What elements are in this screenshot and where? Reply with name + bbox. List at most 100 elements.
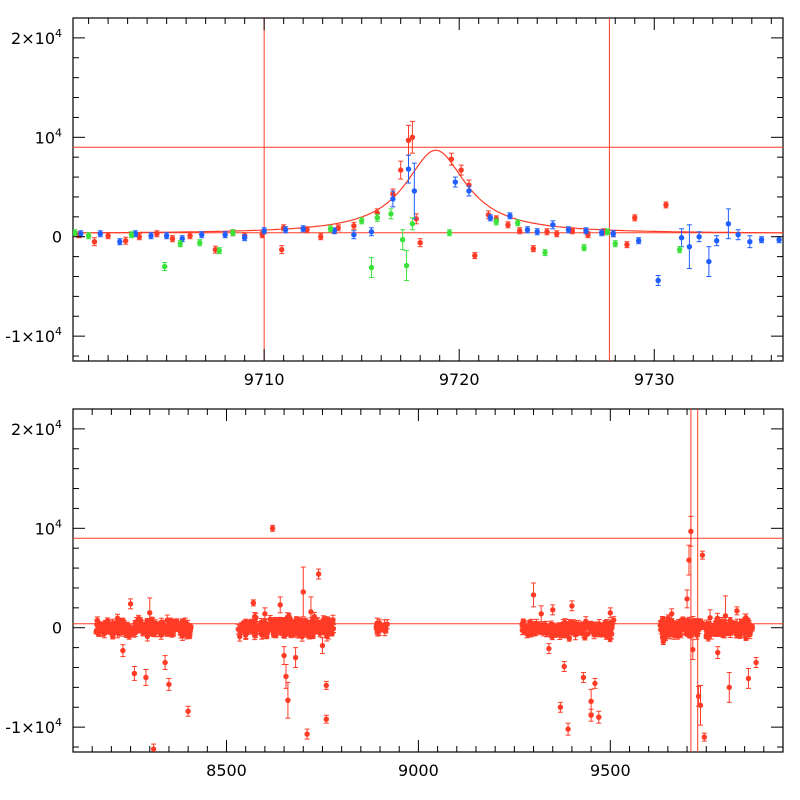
data-point-0-49 (722, 595, 729, 637)
data-point-0-35 (554, 230, 560, 238)
cluster-point-4-265 (669, 620, 676, 628)
data-point-1-19 (452, 176, 459, 188)
data-point-0-11 (262, 607, 268, 621)
data-point-0-35 (596, 710, 602, 724)
data-point-0-14 (285, 681, 291, 719)
cluster-point-3-250 (533, 618, 540, 629)
data-point-1-17 (405, 154, 412, 184)
cluster-point-3-243 (576, 622, 582, 630)
cluster-point-4-260 (719, 618, 726, 627)
cluster-point-1-318 (324, 627, 330, 636)
top-tick-labels: 9710 9720 9730 2×104 104 0 -1×104 (5, 27, 674, 389)
cluster-point-0-250 (129, 626, 135, 635)
data-point-1-40 (758, 236, 765, 244)
data-point-0-9 (269, 524, 276, 532)
y-tick-label: 104 (35, 517, 62, 538)
cluster-point-4-255 (736, 624, 743, 630)
data-point-0-50 (726, 671, 732, 703)
data-point-2-18 (515, 219, 521, 227)
x-tick-label: 8500 (206, 761, 247, 780)
data-point-1-4 (148, 232, 154, 240)
data-point-1-5 (163, 232, 170, 240)
data-point-0-15 (318, 233, 324, 241)
cluster-point-1-302 (299, 621, 305, 632)
data-point-0-6 (169, 235, 176, 243)
cluster-point-4-271 (667, 629, 673, 638)
data-point-1-37 (725, 208, 732, 240)
data-point-2-15 (403, 250, 410, 281)
data-point-1-11 (282, 226, 289, 234)
data-point-2-5 (197, 239, 203, 247)
data-point-0-2 (105, 232, 111, 240)
data-point-1-34 (696, 231, 702, 243)
cluster-point-0-181 (117, 627, 124, 635)
data-point-0-21 (405, 124, 412, 156)
top-plot-area (73, 18, 783, 361)
data-point-1-9 (241, 234, 248, 242)
data-point-0-52 (745, 667, 752, 689)
data-point-0-12 (281, 646, 287, 666)
data-point-0-0 (120, 644, 126, 658)
data-point-1-27 (583, 227, 589, 235)
data-point-0-15 (292, 647, 299, 668)
cluster-point-4-276 (692, 623, 698, 630)
cluster-point-2-24 (376, 623, 382, 630)
cluster-point-1-310 (278, 621, 284, 629)
data-point-1-36 (713, 235, 720, 247)
data-point-0-10 (250, 599, 257, 607)
data-point-1-20 (466, 185, 472, 197)
y-tick-label: 104 (35, 126, 62, 147)
data-point-0-32 (516, 227, 523, 235)
cluster-point-1-317 (258, 629, 265, 636)
data-point-1-23 (524, 226, 531, 234)
top-panel: 9710 9720 9730 2×104 104 0 -1×104 (5, 17, 784, 389)
cluster-point-1-312 (294, 620, 300, 631)
data-point-2-22 (676, 246, 683, 254)
cluster-point-4-279 (698, 620, 704, 628)
top-plot-frame (72, 17, 784, 362)
cluster-point-0-230 (179, 629, 185, 637)
data-point-0-26 (458, 164, 464, 176)
cluster-point-3-254 (519, 622, 525, 628)
x-tick-label: 9720 (439, 370, 480, 389)
data-point-0-41 (688, 515, 694, 547)
data-point-1-38 (735, 229, 741, 241)
data-point-1-21 (487, 214, 494, 222)
data-point-0-34 (592, 677, 598, 689)
cluster-point-1-280 (266, 621, 273, 628)
data-point-0-25 (538, 605, 544, 623)
cluster-point-1-278 (235, 623, 242, 635)
cluster-point-4-261 (662, 626, 669, 637)
data-point-0-24 (530, 582, 537, 608)
data-point-0-40 (686, 544, 692, 576)
data-point-0-1 (91, 237, 98, 247)
cluster-point-4-254 (745, 625, 752, 632)
data-point-1-1 (97, 230, 104, 238)
data-point-0-47 (707, 609, 713, 627)
data-point-1-8 (222, 231, 228, 239)
bottom-ticks (72, 408, 784, 752)
data-point-1-29 (610, 230, 617, 238)
data-point-1-30 (635, 237, 642, 245)
cluster-point-0-254 (179, 624, 186, 630)
data-point-0-25 (448, 152, 455, 166)
data-point-2-9 (358, 217, 365, 225)
data-point-0-18 (315, 568, 322, 580)
data-point-1-7 (199, 231, 205, 239)
data-point-1-14 (351, 230, 357, 240)
data-point-2-8 (327, 225, 334, 233)
cluster-point-0-257 (104, 620, 110, 629)
data-point-1-15 (368, 227, 375, 237)
data-point-0-40 (632, 214, 638, 222)
data-point-1-28 (598, 229, 605, 237)
cluster-point-0-251 (124, 621, 131, 630)
data-point-2-7 (230, 229, 236, 237)
data-point-1-33 (686, 224, 693, 270)
data-point-0-42 (690, 639, 696, 661)
data-point-1-6 (179, 235, 185, 243)
data-point-0-21 (323, 714, 329, 724)
data-point-0-41 (663, 201, 669, 209)
cluster-point-1-316 (303, 626, 310, 634)
cluster-point-1-313 (308, 632, 315, 639)
data-point-1-18 (411, 162, 418, 220)
